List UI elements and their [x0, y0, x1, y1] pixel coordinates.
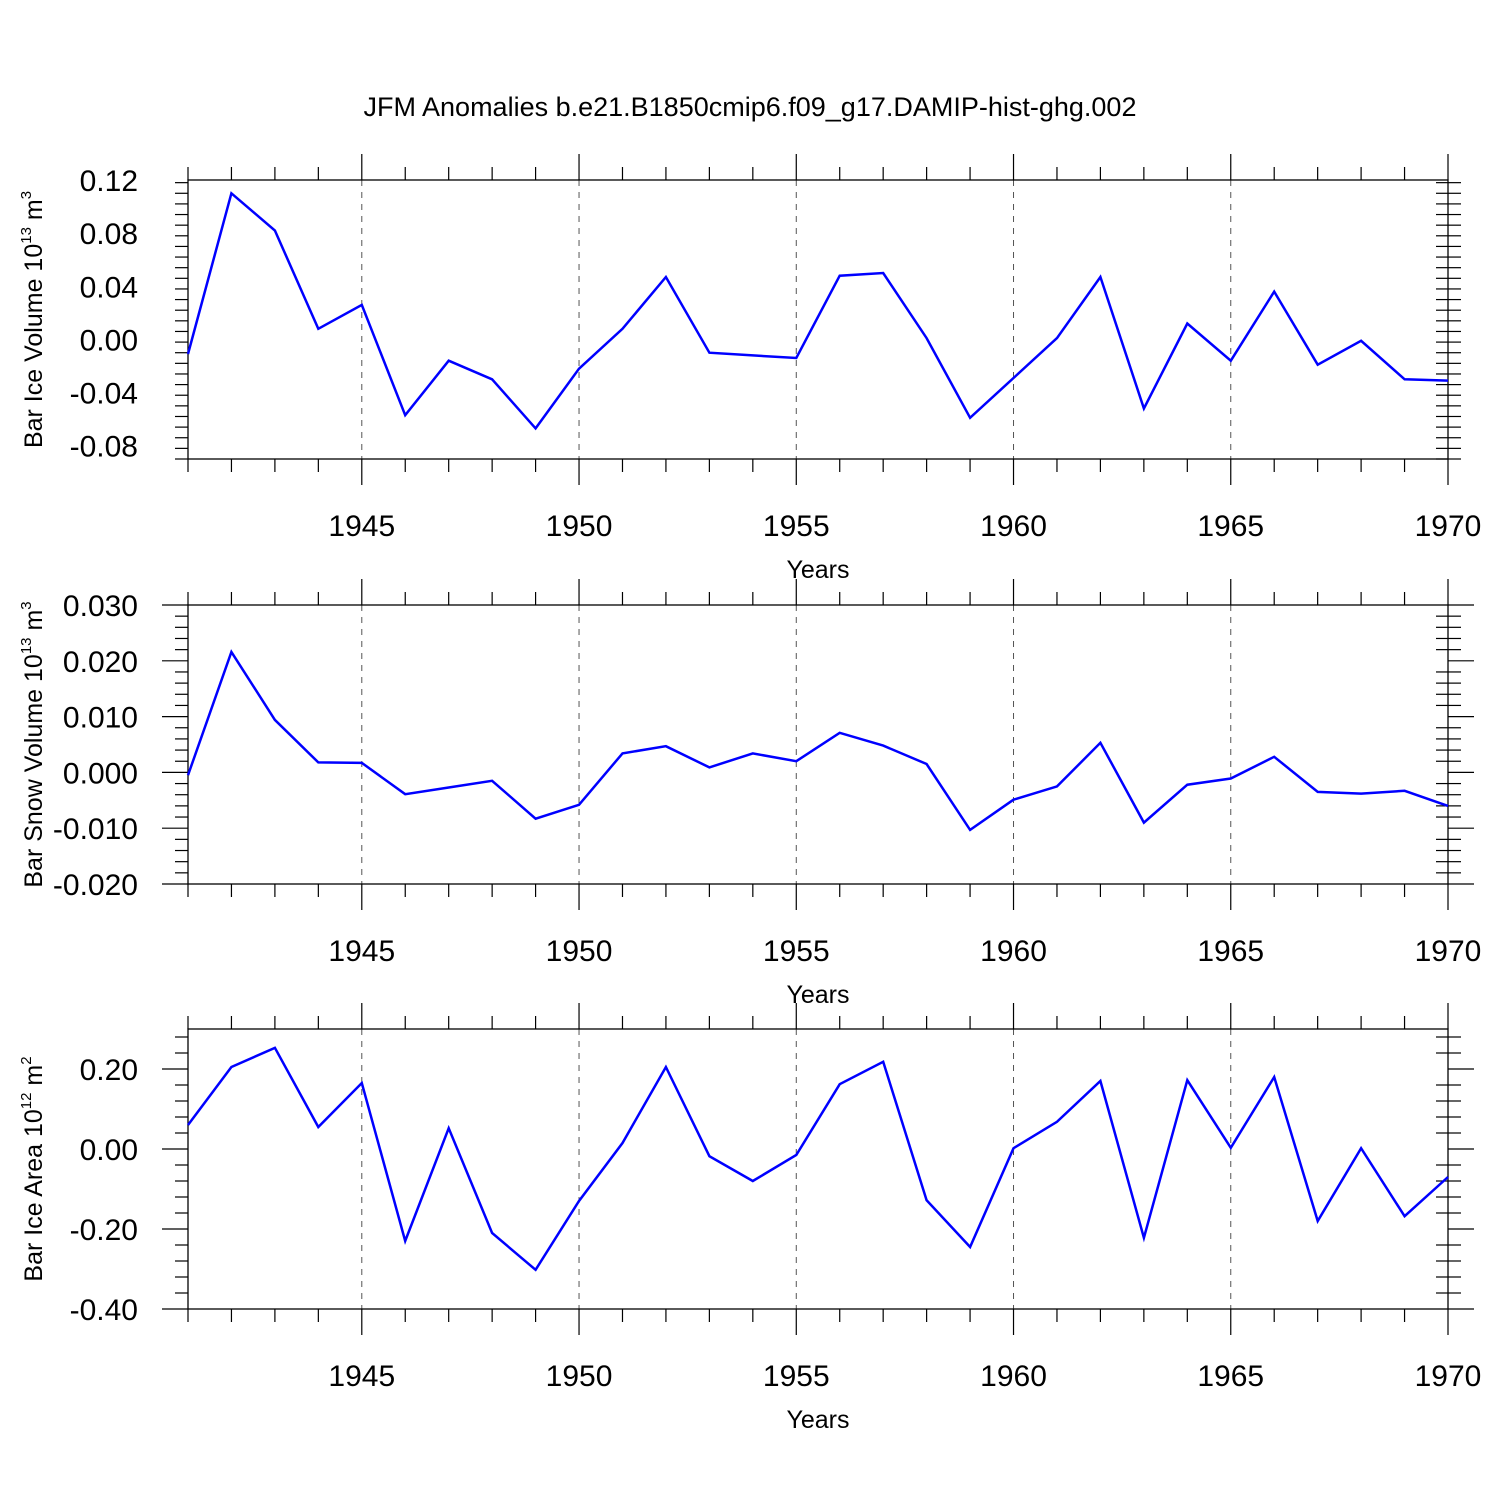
y-tick-label: 0.000 — [63, 757, 138, 790]
x-tick-label: 1950 — [546, 510, 613, 543]
y-tick-label: -0.020 — [53, 869, 138, 902]
x-tick-label: 1955 — [763, 510, 830, 543]
series-line — [186, 649, 1449, 832]
y-axis-label: Bar Snow Volume 1013 m3 — [18, 601, 48, 887]
x-tick-label: 1950 — [546, 935, 613, 968]
y-tick-label: 0.030 — [63, 590, 138, 623]
x-tick-label: 1965 — [1197, 935, 1264, 968]
y-axis-label-exponent: 12 — [18, 1093, 35, 1110]
chart-panel-3: 0.20 0.00 -0.20 -0.40 1945 1950 1955 1960 1965 19… — [18, 1003, 1481, 1434]
y-tick-label: 0.08 — [80, 218, 138, 251]
y-axis-label-text: Bar Snow Volume 10 — [20, 654, 48, 887]
figure-title: JFM Anomalies b.e21.B1850cmip6.f09_g17.D… — [364, 92, 1137, 122]
y-axis-label-text: Bar Ice Volume 10 — [20, 244, 48, 448]
x-tick-label: 1945 — [328, 1360, 395, 1393]
y-tick-label: -0.40 — [70, 1294, 138, 1327]
series-line — [186, 191, 1449, 431]
x-tick-label: 1970 — [1415, 510, 1482, 543]
x-tick-label: 1970 — [1415, 1360, 1482, 1393]
y-axis-label-unit-exponent: 3 — [18, 191, 35, 199]
x-tick-label: 1950 — [546, 1360, 613, 1393]
y-axis-label-unit: m — [20, 1065, 48, 1093]
chart-panel-1: 0.12 0.08 0.04 0.00 -0.04 -0.08 1945 1950 1955 19… — [18, 154, 1481, 584]
x-tick-label: 1965 — [1197, 1360, 1264, 1393]
x-tick-label: 1960 — [980, 935, 1047, 968]
plot-frame — [187, 604, 1449, 885]
x-tick-label: 1965 — [1197, 510, 1264, 543]
x-tick-label: 1960 — [980, 1360, 1047, 1393]
y-tick-label: -0.08 — [70, 431, 138, 464]
y-tick-label: -0.20 — [70, 1214, 138, 1247]
x-tick-label: 1955 — [763, 1360, 830, 1393]
plot-frame — [187, 1028, 1449, 1310]
x-tick-label: 1945 — [328, 510, 395, 543]
y-axis-label-unit-exponent: 3 — [18, 601, 35, 609]
x-tick-label: 1955 — [763, 935, 830, 968]
y-tick-label: 0.20 — [80, 1054, 138, 1087]
y-axis-label-unit: m — [20, 199, 48, 227]
y-tick-label: 0.00 — [80, 324, 138, 357]
plot-frame — [187, 179, 1449, 460]
y-tick-label: 0.020 — [63, 646, 138, 679]
x-tick-label: 1970 — [1415, 935, 1482, 968]
y-axis-label: Bar Ice Area 1012 m2 — [18, 1056, 48, 1281]
x-tick-label: 1960 — [980, 510, 1047, 543]
chart-panel-2: 0.030 0.020 0.010 0.000 -0.010 -0.020 1945 1950… — [18, 579, 1481, 1009]
x-tick-label: 1945 — [328, 935, 395, 968]
y-axis-label-exponent: 13 — [18, 227, 35, 244]
y-axis-label: Bar Ice Volume 1013 m3 — [18, 191, 48, 448]
y-tick-label: -0.04 — [70, 378, 138, 411]
y-axis-label-unit-exponent: 2 — [18, 1056, 35, 1064]
y-tick-label: 0.010 — [63, 702, 138, 735]
y-tick-label: 0.12 — [80, 165, 138, 198]
y-axis-label-unit: m — [20, 610, 48, 638]
x-axis-label: Years — [786, 1406, 849, 1434]
y-axis-label-text: Bar Ice Area 10 — [20, 1109, 48, 1281]
x-axis-label: Years — [786, 556, 849, 584]
y-axis-label-exponent: 13 — [18, 637, 35, 654]
y-tick-label: -0.010 — [53, 813, 138, 846]
x-axis-label: Years — [786, 981, 849, 1009]
y-tick-label: 0.00 — [80, 1134, 138, 1167]
series-line — [186, 1046, 1449, 1272]
y-tick-label: 0.04 — [80, 271, 138, 304]
